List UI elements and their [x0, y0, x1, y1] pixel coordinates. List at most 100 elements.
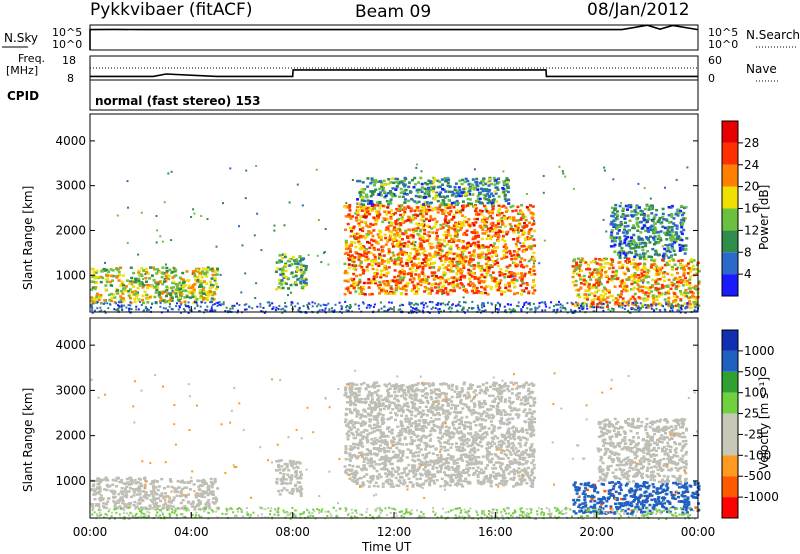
power-cell-5: [624, 204, 628, 208]
power-cell-4: [621, 303, 625, 307]
velocity-cell-0: [207, 504, 211, 508]
power-cell-4: [591, 275, 595, 278]
power-cell-4: [688, 278, 692, 281]
power-cell-2: [431, 218, 435, 221]
power-cell-0: [214, 287, 218, 291]
power-cell-5: [635, 204, 639, 207]
power-cell-0: [144, 276, 148, 280]
power-cell-4: [626, 258, 629, 261]
velocity-cell-0: [197, 485, 201, 488]
power-cell-2: [484, 208, 488, 211]
power-cell-0: [99, 302, 103, 305]
power-cell-0: [165, 276, 169, 280]
power-cell-4: [657, 295, 661, 298]
power-cell-2: [449, 289, 453, 292]
power-cell-3: [413, 183, 417, 186]
power-cell-4: [591, 300, 595, 304]
power-cell-2: [503, 249, 507, 253]
velocity-cell-0: [186, 501, 190, 504]
power-cell-5: [672, 249, 676, 253]
power-near-range-cell: [580, 303, 583, 305]
power-cell-4: [589, 278, 593, 281]
power-cell-0: [145, 293, 149, 297]
power-cell-4: [598, 263, 602, 266]
power-cell-4: [641, 274, 645, 277]
power-near-range-cell: [470, 307, 473, 310]
power-cell-2: [519, 284, 523, 287]
power-cell-5: [672, 217, 676, 220]
power-cell-4: [661, 275, 665, 278]
power-cell-2: [432, 226, 436, 229]
velocity-cell-0: [127, 490, 131, 493]
power-cell-2: [445, 243, 449, 246]
power-cell-5: [626, 224, 630, 228]
power-cell-0: [127, 294, 131, 298]
power-cell-4: [589, 261, 593, 264]
power-cell-2: [399, 271, 403, 274]
power-near-range-cell: [570, 310, 573, 313]
power-cell-3: [362, 188, 366, 191]
power-cell-1: [294, 270, 298, 273]
power-near-range-cell: [385, 310, 388, 313]
power-cell-0: [188, 296, 192, 299]
power-cell-3: [383, 195, 387, 199]
power-cell-4: [632, 279, 636, 283]
power-cell-2: [366, 225, 370, 229]
power-cell-2: [402, 250, 406, 254]
power-cell-2: [364, 216, 368, 219]
power-cell-2: [358, 292, 361, 295]
power-cell-2: [496, 280, 500, 284]
power-cell-0: [156, 268, 160, 271]
power-cell-0: [154, 291, 158, 294]
power-cell-2: [488, 230, 492, 233]
power-cell-1: [288, 258, 292, 261]
power-near-range-cell: [245, 308, 248, 311]
power-cell-2: [413, 286, 416, 290]
power-cell-2: [452, 276, 456, 279]
power-cell-2: [510, 254, 514, 258]
power-cell-2: [484, 225, 488, 228]
power-cell-2: [451, 280, 455, 284]
power-cell-2: [412, 284, 416, 287]
power-near-range-cell: [527, 302, 530, 305]
power-cell-2: [389, 224, 393, 227]
power-near-range-cell: [410, 302, 413, 305]
power-cell-2: [358, 242, 362, 245]
power-cell-5: [666, 228, 670, 232]
power-cell-2: [409, 219, 413, 222]
power-cell-2: [411, 214, 415, 217]
power-cell-4: [574, 279, 578, 283]
power-cell-2: [436, 251, 440, 255]
velocity-cell-0: [130, 495, 133, 499]
velocity-cell-0: [111, 490, 114, 494]
power-cell-2: [365, 248, 369, 251]
power-cell-4: [608, 267, 612, 270]
power-cell-0: [175, 288, 179, 291]
power-cell-2: [372, 205, 376, 208]
velocity-cell-0: [212, 482, 216, 485]
power-cell-2: [461, 206, 465, 209]
power-sparse-cell: [385, 199, 388, 202]
power-near-range-cell: [564, 308, 567, 311]
power-cell-2: [398, 233, 402, 237]
power-cell-4: [620, 266, 624, 269]
power-cell-2: [468, 273, 472, 276]
power-cell-2: [477, 256, 481, 260]
power-sparse-cell: [543, 239, 546, 242]
power-near-range-cell: [541, 301, 543, 304]
power-cell-4: [697, 304, 701, 307]
power-cell-2: [424, 217, 428, 221]
power-cell-2: [446, 231, 450, 234]
power-cell-3: [446, 195, 450, 198]
velocity-cell-0: [143, 477, 147, 480]
power-cell-2: [504, 269, 508, 272]
power-cell-2: [522, 231, 526, 234]
power-cell-2: [473, 217, 477, 221]
velocity-cell-0: [170, 485, 174, 489]
power-cell-0: [128, 282, 132, 285]
velocity-cell-0: [208, 492, 212, 495]
power-sparse-cell: [320, 261, 323, 264]
power-cell-1: [279, 273, 283, 276]
velocity-cell-1: [289, 461, 293, 465]
power-cell-4: [679, 266, 683, 270]
